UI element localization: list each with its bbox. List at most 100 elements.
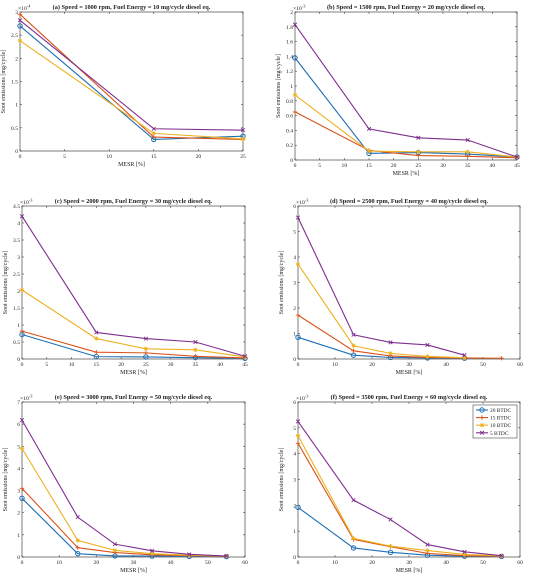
data-point: [94, 336, 99, 341]
y-tick-label: 0.8: [286, 99, 293, 105]
data-point: [75, 545, 80, 550]
data-point: [416, 153, 421, 158]
data-point: [462, 552, 467, 557]
data-point: [75, 538, 80, 543]
x-tick-label: 5: [45, 362, 48, 368]
data-point: [388, 543, 393, 549]
data-point: [499, 553, 504, 558]
x-tick-label: 10: [56, 560, 62, 566]
x-tick-label: 40: [443, 560, 449, 566]
data-point: [143, 346, 149, 351]
data-point: [242, 354, 248, 359]
x-tick-label: 0: [19, 154, 22, 160]
data-point: [295, 441, 301, 446]
data-point: [94, 350, 99, 355]
series-5-btdc: [19, 214, 248, 359]
y-axis-label: Soot emissions [mg/cycle]: [3, 251, 9, 315]
data-point: [17, 23, 23, 29]
data-point: [366, 148, 372, 154]
data-point: [292, 92, 298, 98]
x-tick-label: 50: [205, 560, 211, 566]
data-point: [19, 446, 25, 451]
chart-panel-1: 0 5 10 15 20 25 0 0.5 1 1.5 2 2.5 3 (a) Speed = 1000 …: [1, 4, 246, 168]
legend-marker: [479, 423, 485, 428]
series-line: [297, 443, 502, 557]
data-point: [295, 261, 301, 267]
y-tick-label: 1.5: [13, 306, 20, 312]
x-tick-label: 10: [332, 560, 338, 566]
y-tick-label: 0: [293, 555, 296, 561]
y-axis-label: Soot emissions [mg/cycle]: [1, 50, 7, 114]
y-tick-label: 4: [17, 466, 20, 472]
series-5-btdc: [19, 418, 229, 559]
x-tick-label: 25: [240, 154, 246, 160]
data-point: [351, 498, 356, 503]
y-tick-label: 1: [15, 103, 18, 109]
x-tick-label: 15: [366, 163, 372, 169]
y-tick-label: 1: [17, 323, 20, 329]
x-tick-label: 60: [517, 560, 523, 566]
x-tick-label: 25: [143, 362, 149, 368]
y-tick-label: 0.6: [286, 114, 293, 120]
data-point: [224, 553, 229, 559]
data-point: [295, 433, 301, 438]
plot-area: [19, 11, 244, 152]
y-tick-label: 3: [293, 281, 296, 287]
chart-panel-3: 0 5 10 15 20 25 30 35 40 45 0 0.5 1 1.5 2 2.5 3 3.5 4 4.5 (c…: [3, 198, 248, 376]
data-point: [149, 551, 155, 556]
y-tick-label: 3: [293, 478, 296, 484]
data-point: [462, 353, 467, 358]
x-tick-label: 0: [297, 362, 300, 368]
data-point: [295, 504, 301, 511]
x-tick-label: 30: [440, 163, 446, 169]
y-tick-label: 4.5: [13, 204, 20, 210]
data-point: [425, 354, 430, 359]
data-point: [351, 332, 356, 337]
data-point: [465, 154, 470, 159]
series-5-btdc: [292, 22, 520, 160]
x-axis-label: MESR [%]: [396, 568, 423, 574]
y-tick-label: 2.5: [11, 33, 18, 39]
data-point: [187, 552, 192, 557]
data-point: [462, 549, 467, 554]
data-point: [350, 545, 357, 551]
data-point: [151, 131, 156, 136]
y-tick-label: 0: [17, 357, 20, 363]
y-tick-label: 2: [293, 306, 296, 312]
data-point: [240, 128, 246, 133]
x-tick-label: 15: [94, 362, 100, 368]
y-tick-label: 1.8: [286, 25, 293, 31]
data-point: [19, 495, 25, 502]
y-tick-label: 7: [17, 400, 20, 406]
x-tick-label: 20: [391, 163, 397, 169]
y-axis-label: Soot emissions [mg/cycle]: [279, 448, 285, 512]
chart-title: (b) Speed = 1500 rpm, Fuel Energy = 20 m…: [327, 4, 486, 11]
x-tick-label: 0: [21, 362, 24, 368]
x-tick-label: 25: [416, 163, 422, 169]
data-point: [387, 549, 394, 556]
x-tick-label: 35: [465, 163, 471, 169]
series-line: [21, 419, 227, 557]
chart-title: (a) Speed = 1000 rpm, Fuel Energy = 10 m…: [53, 4, 211, 11]
data-point: [242, 354, 248, 360]
y-tick-label: 6: [293, 400, 296, 406]
legend-entry: 15 BTDC: [490, 416, 512, 422]
chart-panel-6: 0 10 20 30 40 50 60 0 1 2 3 4 5 6 (f) Speed = 3500 rpm…: [279, 394, 523, 574]
legend-entry: 10 BTDC: [490, 423, 512, 429]
y-tick-label: 6: [17, 422, 20, 428]
data-point: [366, 126, 372, 132]
data-point: [295, 334, 301, 341]
plot-area: [297, 205, 521, 360]
data-point: [351, 343, 356, 348]
series-5-btdc: [295, 215, 467, 358]
data-point: [17, 12, 23, 17]
x-tick-label: 10: [69, 362, 75, 368]
chart-panel-2: 0 5 10 15 20 25 30 35 40 45 0 0.2 0.4 0.6 0.8 1 1.2 1.4 1.…: [276, 4, 520, 177]
y-tick-label: 3: [17, 255, 20, 261]
y-tick-label: 0.5: [11, 126, 18, 132]
data-point: [112, 542, 118, 547]
y-tick-label: 1.6: [286, 40, 293, 46]
data-point: [416, 135, 421, 140]
plot-area: [294, 11, 518, 161]
